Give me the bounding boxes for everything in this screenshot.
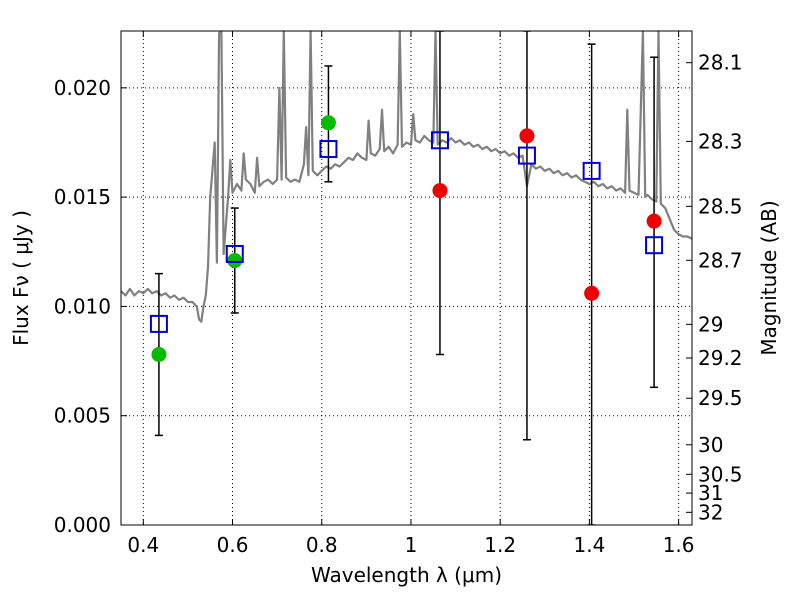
data-point-2-0	[151, 347, 167, 363]
x-axis: 0.4 0.6 0.8 1 1.2 1.4 1.6	[127, 31, 695, 557]
x-tick-label-4: 1.2	[484, 533, 516, 557]
x-tick-label-3: 1	[405, 533, 418, 557]
data-point-2-1	[227, 253, 243, 269]
model-point-5	[582, 161, 601, 180]
y-tick-label-1: 0.005	[54, 404, 111, 428]
model-point-1	[225, 244, 244, 263]
data-point-3-3	[646, 213, 662, 229]
model-spectrum-line	[121, 31, 692, 323]
y-axis: 0.000 0.005 0.010 0.015 0.020	[54, 76, 127, 537]
data-point-2-2	[320, 115, 336, 131]
y2-tick-label-8: 30.5	[698, 462, 743, 486]
model-point-6	[645, 236, 664, 255]
y2-tick-label-4: 29	[698, 312, 723, 336]
x-tick-label-6: 1.6	[663, 533, 695, 557]
plot-layer	[121, 31, 692, 525]
y-tick-label-0: 0.000	[54, 513, 111, 537]
model-point-4	[517, 146, 536, 165]
y2-tick-label-10: 32	[698, 500, 723, 524]
y2-tick-label-5: 29.2	[698, 346, 743, 370]
x-tick-label-5: 1.4	[573, 533, 605, 557]
x-tick-label-1: 0.6	[217, 533, 249, 557]
y2-tick-label-2: 28.5	[698, 194, 743, 218]
y2-tick-label-9: 31	[698, 481, 723, 505]
data-point-3-1	[519, 128, 535, 144]
x-tick-label-2: 0.8	[306, 533, 338, 557]
data-point-3-0	[432, 183, 448, 199]
y2-tick-label-0: 28.1	[698, 51, 743, 75]
y2-axis-label: Magnitude (AB)	[757, 200, 781, 355]
x-tick-label-0: 0.4	[127, 533, 159, 557]
y-tick-label-3: 0.015	[54, 185, 111, 209]
y2-tick-label-7: 30	[698, 433, 723, 457]
y-tick-label-4: 0.020	[54, 76, 111, 100]
y2-tick-label-3: 28.7	[698, 248, 743, 272]
y2-tick-label-6: 29.5	[698, 386, 743, 410]
model-point-0	[149, 314, 168, 333]
axes-frame	[120, 30, 693, 526]
y-tick-label-2: 0.010	[54, 294, 111, 318]
x-axis-label: Wavelength λ (μm)	[311, 563, 502, 587]
y-axis-label: Flux Fν ( μJy )	[9, 210, 33, 346]
data-point-3-2	[584, 285, 600, 301]
model-point-3	[430, 131, 449, 150]
plot-area	[121, 31, 692, 525]
y2-tick-label-1: 28.3	[698, 129, 743, 153]
model-point-2	[319, 140, 338, 159]
